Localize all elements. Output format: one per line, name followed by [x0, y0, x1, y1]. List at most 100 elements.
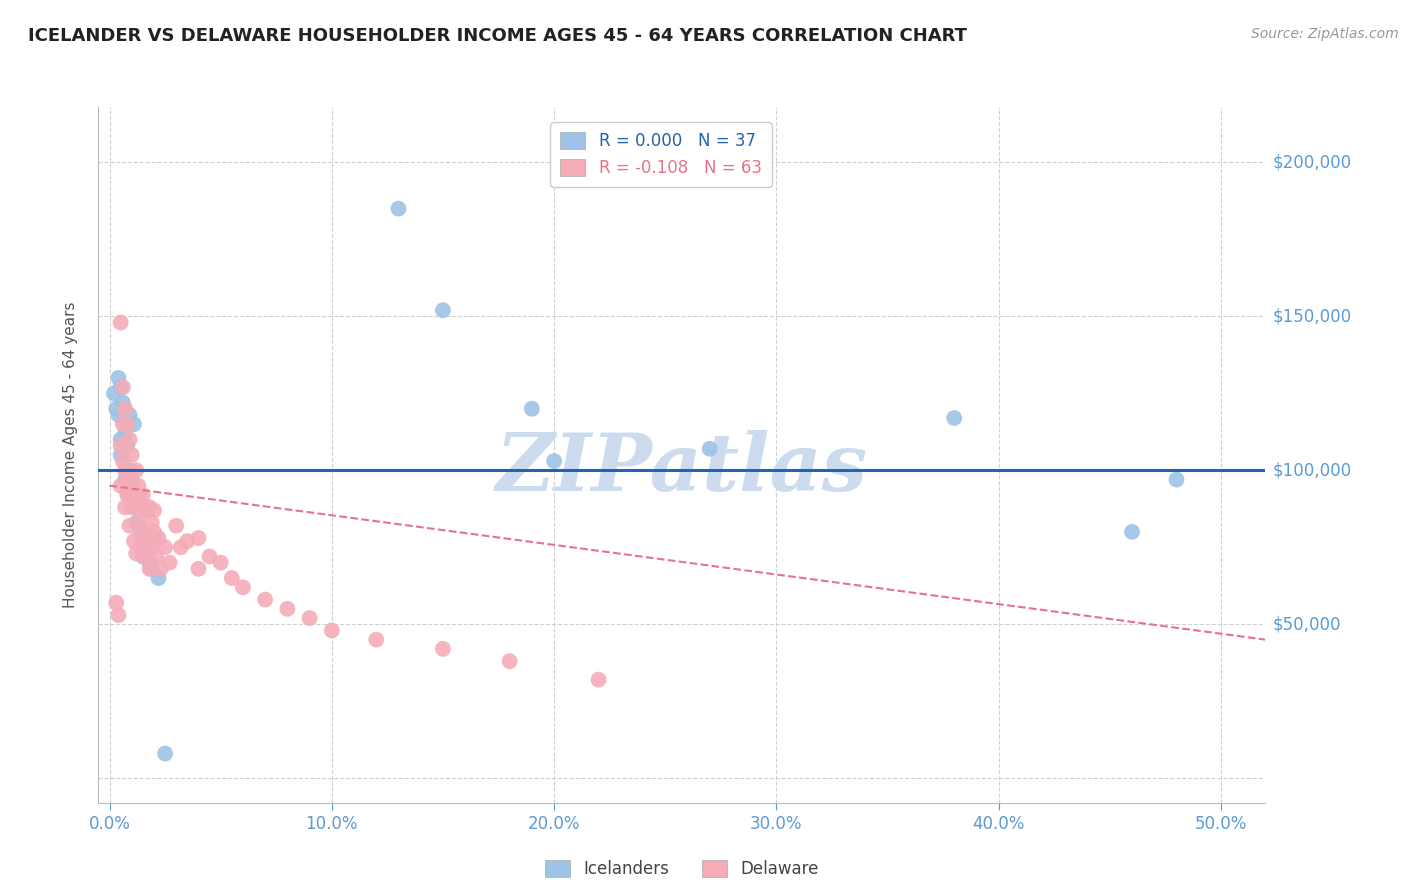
- Y-axis label: Householder Income Ages 45 - 64 years: Householder Income Ages 45 - 64 years: [63, 301, 77, 608]
- Point: [121, 448, 143, 462]
- Point: [114, 401, 136, 416]
- Point: [134, 549, 156, 564]
- Point: [153, 747, 176, 761]
- Point: [118, 433, 141, 447]
- Point: [148, 571, 170, 585]
- Point: [134, 531, 156, 545]
- Point: [520, 401, 543, 416]
- Point: [276, 602, 298, 616]
- Point: [165, 518, 187, 533]
- Point: [125, 463, 148, 477]
- Point: [125, 546, 148, 560]
- Text: $100,000: $100,000: [1272, 461, 1351, 479]
- Point: [198, 549, 221, 564]
- Point: [221, 571, 243, 585]
- Point: [110, 448, 132, 462]
- Point: [110, 380, 132, 394]
- Point: [117, 488, 139, 502]
- Point: [141, 516, 163, 530]
- Text: $50,000: $50,000: [1272, 615, 1341, 633]
- Point: [121, 500, 143, 515]
- Point: [122, 500, 145, 515]
- Point: [118, 408, 141, 422]
- Point: [498, 654, 520, 668]
- Point: [176, 534, 198, 549]
- Point: [148, 531, 170, 545]
- Point: [129, 524, 152, 539]
- Point: [129, 541, 152, 555]
- Legend: Icelanders, Delaware: Icelanders, Delaware: [538, 854, 825, 885]
- Point: [111, 417, 134, 431]
- Point: [366, 632, 388, 647]
- Point: [132, 524, 155, 539]
- Point: [117, 473, 139, 487]
- Point: [588, 673, 610, 687]
- Point: [121, 479, 143, 493]
- Point: [105, 401, 128, 416]
- Text: ICELANDER VS DELAWARE HOUSEHOLDER INCOME AGES 45 - 64 YEARS CORRELATION CHART: ICELANDER VS DELAWARE HOUSEHOLDER INCOME…: [28, 27, 967, 45]
- Point: [129, 500, 152, 515]
- Point: [114, 426, 136, 441]
- Point: [159, 556, 181, 570]
- Point: [943, 411, 966, 425]
- Point: [138, 562, 160, 576]
- Point: [232, 580, 254, 594]
- Point: [136, 531, 159, 545]
- Point: [117, 417, 139, 431]
- Point: [321, 624, 343, 638]
- Point: [254, 592, 277, 607]
- Point: [105, 596, 128, 610]
- Point: [138, 556, 160, 570]
- Point: [103, 386, 125, 401]
- Text: Source: ZipAtlas.com: Source: ZipAtlas.com: [1251, 27, 1399, 41]
- Point: [127, 488, 149, 502]
- Point: [432, 303, 454, 318]
- Point: [118, 463, 141, 477]
- Point: [122, 534, 145, 549]
- Point: [117, 484, 139, 499]
- Point: [132, 488, 155, 502]
- Point: [136, 541, 159, 555]
- Point: [122, 417, 145, 431]
- Point: [111, 395, 134, 409]
- Point: [699, 442, 721, 456]
- Point: [127, 516, 149, 530]
- Point: [110, 439, 132, 453]
- Point: [1166, 473, 1188, 487]
- Point: [141, 541, 163, 555]
- Point: [117, 439, 139, 453]
- Point: [114, 500, 136, 515]
- Point: [138, 500, 160, 515]
- Point: [141, 562, 163, 576]
- Point: [122, 500, 145, 515]
- Point: [114, 463, 136, 477]
- Point: [149, 562, 172, 576]
- Point: [107, 408, 129, 422]
- Point: [209, 556, 232, 570]
- Text: $150,000: $150,000: [1272, 308, 1351, 326]
- Point: [127, 479, 149, 493]
- Point: [111, 454, 134, 468]
- Point: [143, 503, 166, 517]
- Point: [543, 454, 565, 468]
- Point: [136, 503, 159, 517]
- Point: [114, 473, 136, 487]
- Point: [387, 202, 409, 216]
- Point: [132, 549, 155, 564]
- Point: [153, 541, 176, 555]
- Point: [107, 607, 129, 622]
- Point: [110, 479, 132, 493]
- Point: [118, 484, 141, 499]
- Point: [143, 531, 166, 545]
- Point: [187, 562, 209, 576]
- Point: [125, 516, 148, 530]
- Point: [432, 641, 454, 656]
- Point: [127, 488, 149, 502]
- Point: [107, 371, 129, 385]
- Point: [118, 518, 141, 533]
- Point: [187, 531, 209, 545]
- Point: [110, 433, 132, 447]
- Point: [110, 316, 132, 330]
- Point: [1121, 524, 1143, 539]
- Text: ZIPatlas: ZIPatlas: [496, 430, 868, 508]
